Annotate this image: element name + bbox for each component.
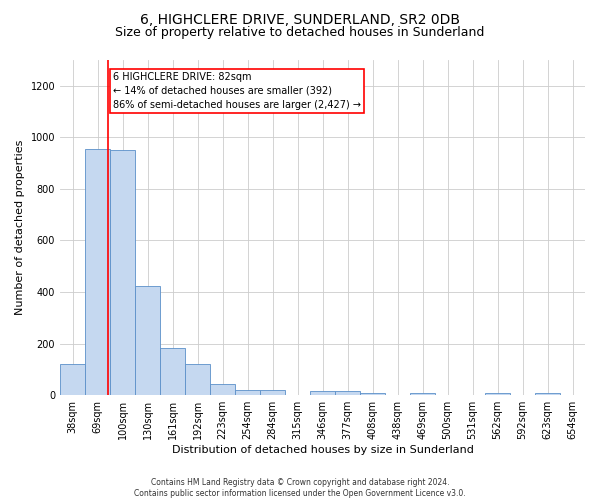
Bar xyxy=(210,384,235,395)
X-axis label: Distribution of detached houses by size in Sunderland: Distribution of detached houses by size … xyxy=(172,445,473,455)
Bar xyxy=(410,392,435,395)
Y-axis label: Number of detached properties: Number of detached properties xyxy=(15,140,25,316)
Text: Size of property relative to detached houses in Sunderland: Size of property relative to detached ho… xyxy=(115,26,485,39)
Bar xyxy=(85,149,110,395)
Text: 6 HIGHCLERE DRIVE: 82sqm
← 14% of detached houses are smaller (392)
86% of semi-: 6 HIGHCLERE DRIVE: 82sqm ← 14% of detach… xyxy=(113,72,361,110)
Bar xyxy=(135,286,160,395)
Bar xyxy=(310,392,335,395)
Bar xyxy=(360,392,385,395)
Bar xyxy=(260,390,285,395)
Bar xyxy=(485,392,510,395)
Text: 6, HIGHCLERE DRIVE, SUNDERLAND, SR2 0DB: 6, HIGHCLERE DRIVE, SUNDERLAND, SR2 0DB xyxy=(140,12,460,26)
Bar xyxy=(110,150,135,395)
Bar xyxy=(185,364,210,395)
Bar xyxy=(535,392,560,395)
Text: Contains HM Land Registry data © Crown copyright and database right 2024.
Contai: Contains HM Land Registry data © Crown c… xyxy=(134,478,466,498)
Bar xyxy=(335,392,360,395)
Bar xyxy=(160,348,185,395)
Bar xyxy=(235,390,260,395)
Bar xyxy=(60,364,85,395)
